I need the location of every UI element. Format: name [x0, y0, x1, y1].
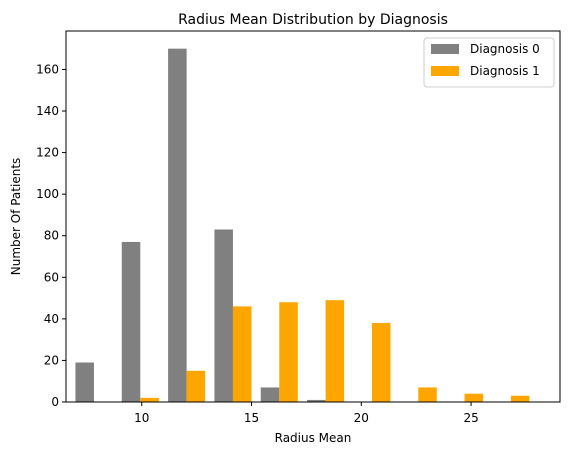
bar-diagnosis-1-bin-1	[140, 397, 159, 402]
bars	[75, 48, 530, 403]
y-tick-label: 80	[44, 229, 59, 243]
bar-diagnosis-0-bin-2	[168, 48, 187, 403]
y-tick-label: 140	[36, 104, 59, 118]
bar-diagnosis-0-bin-0	[75, 362, 94, 402]
y-tick-label: 0	[51, 395, 59, 409]
bar-diagnosis-1-bin-7	[418, 387, 437, 402]
legend-swatch-diagnosis-1	[431, 66, 459, 76]
y-axis-label: Number Of Patients	[9, 158, 23, 276]
y-tick-label: 160	[36, 62, 59, 76]
legend: Diagnosis 0 Diagnosis 1	[423, 37, 555, 88]
x-tick-label: 20	[354, 411, 369, 425]
bar-diagnosis-1-bin-6	[371, 323, 391, 402]
bar-diagnosis-1-bin-8	[464, 393, 484, 402]
legend-swatch-diagnosis-0	[431, 44, 459, 54]
bar-diagnosis-0-bin-5	[307, 399, 326, 402]
bar-diagnosis-1-bin-2	[186, 370, 206, 402]
bar-diagnosis-1-bin-4	[279, 302, 298, 402]
y-tick-label: 100	[36, 187, 59, 201]
bar-diagnosis-1-bin-9	[510, 395, 530, 402]
bar-diagnosis-1-bin-3	[232, 306, 252, 402]
legend-label-diagnosis-0: Diagnosis 0	[470, 42, 540, 56]
bar-diagnosis-0-bin-3	[214, 229, 233, 402]
y-tick-label: 40	[44, 312, 59, 326]
x-axis-label: Radius Mean	[275, 431, 352, 445]
chart-title: Radius Mean Distribution by Diagnosis	[178, 12, 448, 28]
x-tick-label: 10	[134, 411, 149, 425]
x-tick-label: 25	[463, 411, 478, 425]
y-tick-label: 60	[44, 270, 59, 284]
bar-diagnosis-0-bin-4	[260, 387, 280, 402]
x-tick-label: 15	[244, 411, 259, 425]
plot-frame	[65, 30, 561, 403]
y-tick-label: 20	[44, 353, 59, 367]
bar-diagnosis-1-bin-5	[325, 300, 345, 402]
y-axis-ticks: 0 20 40 60 80 100 120 140 160	[36, 62, 66, 409]
x-axis-ticks: 10 15 20 25	[134, 402, 479, 425]
bar-diagnosis-0-bin-1	[121, 241, 141, 402]
y-tick-label: 120	[36, 146, 59, 160]
legend-label-diagnosis-1: Diagnosis 1	[470, 64, 540, 78]
